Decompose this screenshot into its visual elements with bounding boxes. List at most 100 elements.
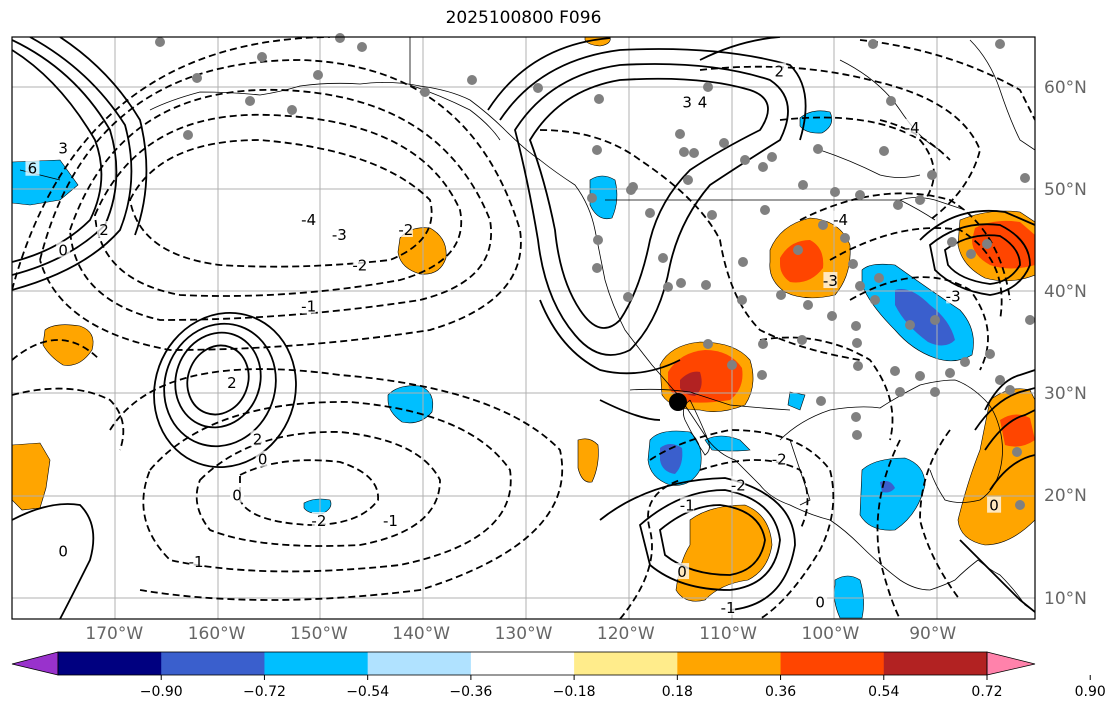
- contour-label-bg: [332, 226, 347, 243]
- colorbar-tick-label: −0.18: [552, 684, 596, 700]
- contour-label: 2: [253, 430, 263, 448]
- station-dots: [155, 33, 1035, 510]
- contour-label: -1: [189, 553, 204, 571]
- colorbar-ticks: [160, 675, 1091, 680]
- colorbar-segment: [58, 652, 162, 675]
- contour-label: 0: [232, 486, 242, 504]
- contour-label-bg: [772, 450, 787, 467]
- longitude-label: 120°W: [596, 624, 655, 644]
- longitude-label: 110°W: [699, 624, 757, 644]
- colorbar-extend-low: [11, 651, 59, 676]
- negative-contours: [12, 37, 1035, 619]
- contour-label: -1: [383, 512, 398, 530]
- latitude-label: 20°N: [1044, 486, 1087, 507]
- latitude-label: 10°N: [1044, 588, 1087, 609]
- contour-label: 0: [989, 497, 999, 515]
- latitude-label: 40°N: [1044, 282, 1087, 303]
- latitude-label: 30°N: [1044, 384, 1087, 405]
- contour-label: 3: [682, 93, 692, 111]
- contour-label: -1: [301, 298, 316, 316]
- contour-label-bg: [721, 598, 736, 615]
- contour-label: -1: [680, 497, 695, 515]
- contour-label-bg: [352, 256, 367, 273]
- contour-label-bg: [675, 563, 690, 580]
- contour-label-bg: [833, 210, 848, 227]
- colorbar-tick-label: 0.54: [868, 684, 900, 700]
- contour-label-bg: [250, 430, 265, 447]
- contour-label-bg: [383, 512, 398, 528]
- colorbar-segment: [367, 652, 472, 675]
- contour-label-bg: [946, 287, 961, 304]
- contour-label: 2: [99, 221, 109, 239]
- contour-label-bg: [987, 496, 1002, 513]
- contour-label: -3: [823, 272, 838, 290]
- colorbar-segment: [883, 652, 988, 675]
- contour-label: 0: [258, 451, 268, 469]
- contour-label-bg: [731, 476, 746, 493]
- contour-label: -4: [833, 211, 848, 229]
- contour-label: -3: [946, 287, 961, 305]
- contour-label-bg: [97, 221, 112, 237]
- colorbar-extend-high: [986, 651, 1036, 676]
- shading-layer: [12, 37, 1035, 619]
- contour-label: 4: [698, 93, 708, 111]
- contour-label: -4: [905, 119, 920, 137]
- contour-label-bg: [813, 593, 828, 610]
- contour-label-bg: [905, 118, 920, 135]
- colorbar-segment: [574, 652, 678, 675]
- colorbar-tick-label: −0.54: [346, 684, 390, 700]
- contour-label-bg: [230, 486, 245, 503]
- colorbar-segment: [264, 652, 369, 675]
- contour-label: 0: [677, 563, 687, 581]
- colorbar-segment: [780, 652, 885, 675]
- colorbar-tick-label: 0.72: [971, 684, 1003, 700]
- contour-label: -2: [311, 512, 326, 530]
- colorbar-frame: [57, 651, 988, 676]
- colorbar: [11, 651, 1091, 680]
- colorbar-tick-label: −0.36: [449, 684, 493, 700]
- contour-label-bg: [398, 221, 413, 237]
- contour-label: -4: [301, 211, 316, 229]
- contour-label-bg: [56, 139, 71, 156]
- contour-label: -2: [731, 476, 746, 494]
- longitude-label: 100°W: [801, 624, 860, 644]
- colorbar-tick-label: −0.90: [139, 684, 183, 700]
- longitude-label: 150°W: [290, 624, 348, 644]
- contour-label-bg: [823, 272, 838, 289]
- colorbar-tick-label: 0.36: [764, 684, 797, 700]
- contour-label: -2: [352, 257, 367, 275]
- contour-label-bg: [772, 62, 787, 79]
- location-marker: [669, 393, 687, 411]
- contour-label-bg: [56, 542, 71, 559]
- contour-label-bg: [25, 159, 40, 176]
- contour-label: 0: [815, 594, 825, 612]
- colorbar-tick-label: 0.90: [1074, 684, 1105, 700]
- longitude-label: 160°W: [187, 624, 246, 644]
- colorbar-segment: [470, 652, 575, 675]
- contour-label: 2: [227, 374, 237, 392]
- contour-label-bg: [189, 552, 204, 569]
- contour-label-bg: [301, 297, 316, 314]
- contour-label: -1: [721, 599, 736, 617]
- gridlines: [12, 37, 1035, 619]
- contour-label: 6: [28, 160, 38, 178]
- longitude-label: 170°W: [85, 624, 144, 644]
- contour-label: -3: [332, 226, 347, 244]
- longitude-label: 90°W: [909, 624, 957, 644]
- contour-label: 3: [58, 139, 68, 157]
- contour-label: 0: [58, 543, 68, 561]
- contour-label: 2: [774, 63, 784, 81]
- colorbar-segment: [677, 652, 782, 675]
- longitude-label: 130°W: [494, 624, 553, 644]
- contour-label: -2: [398, 221, 413, 239]
- contour-label-bg: [311, 512, 326, 528]
- colorbar-segment: [161, 652, 265, 675]
- contour-label: 0: [58, 241, 68, 259]
- colorbar-tick-label: −0.72: [242, 684, 286, 700]
- contour-label-bg: [56, 241, 71, 258]
- contour-label-bg: [695, 93, 710, 110]
- colorbar-segments: [58, 652, 988, 675]
- contour-label-bg: [301, 210, 316, 227]
